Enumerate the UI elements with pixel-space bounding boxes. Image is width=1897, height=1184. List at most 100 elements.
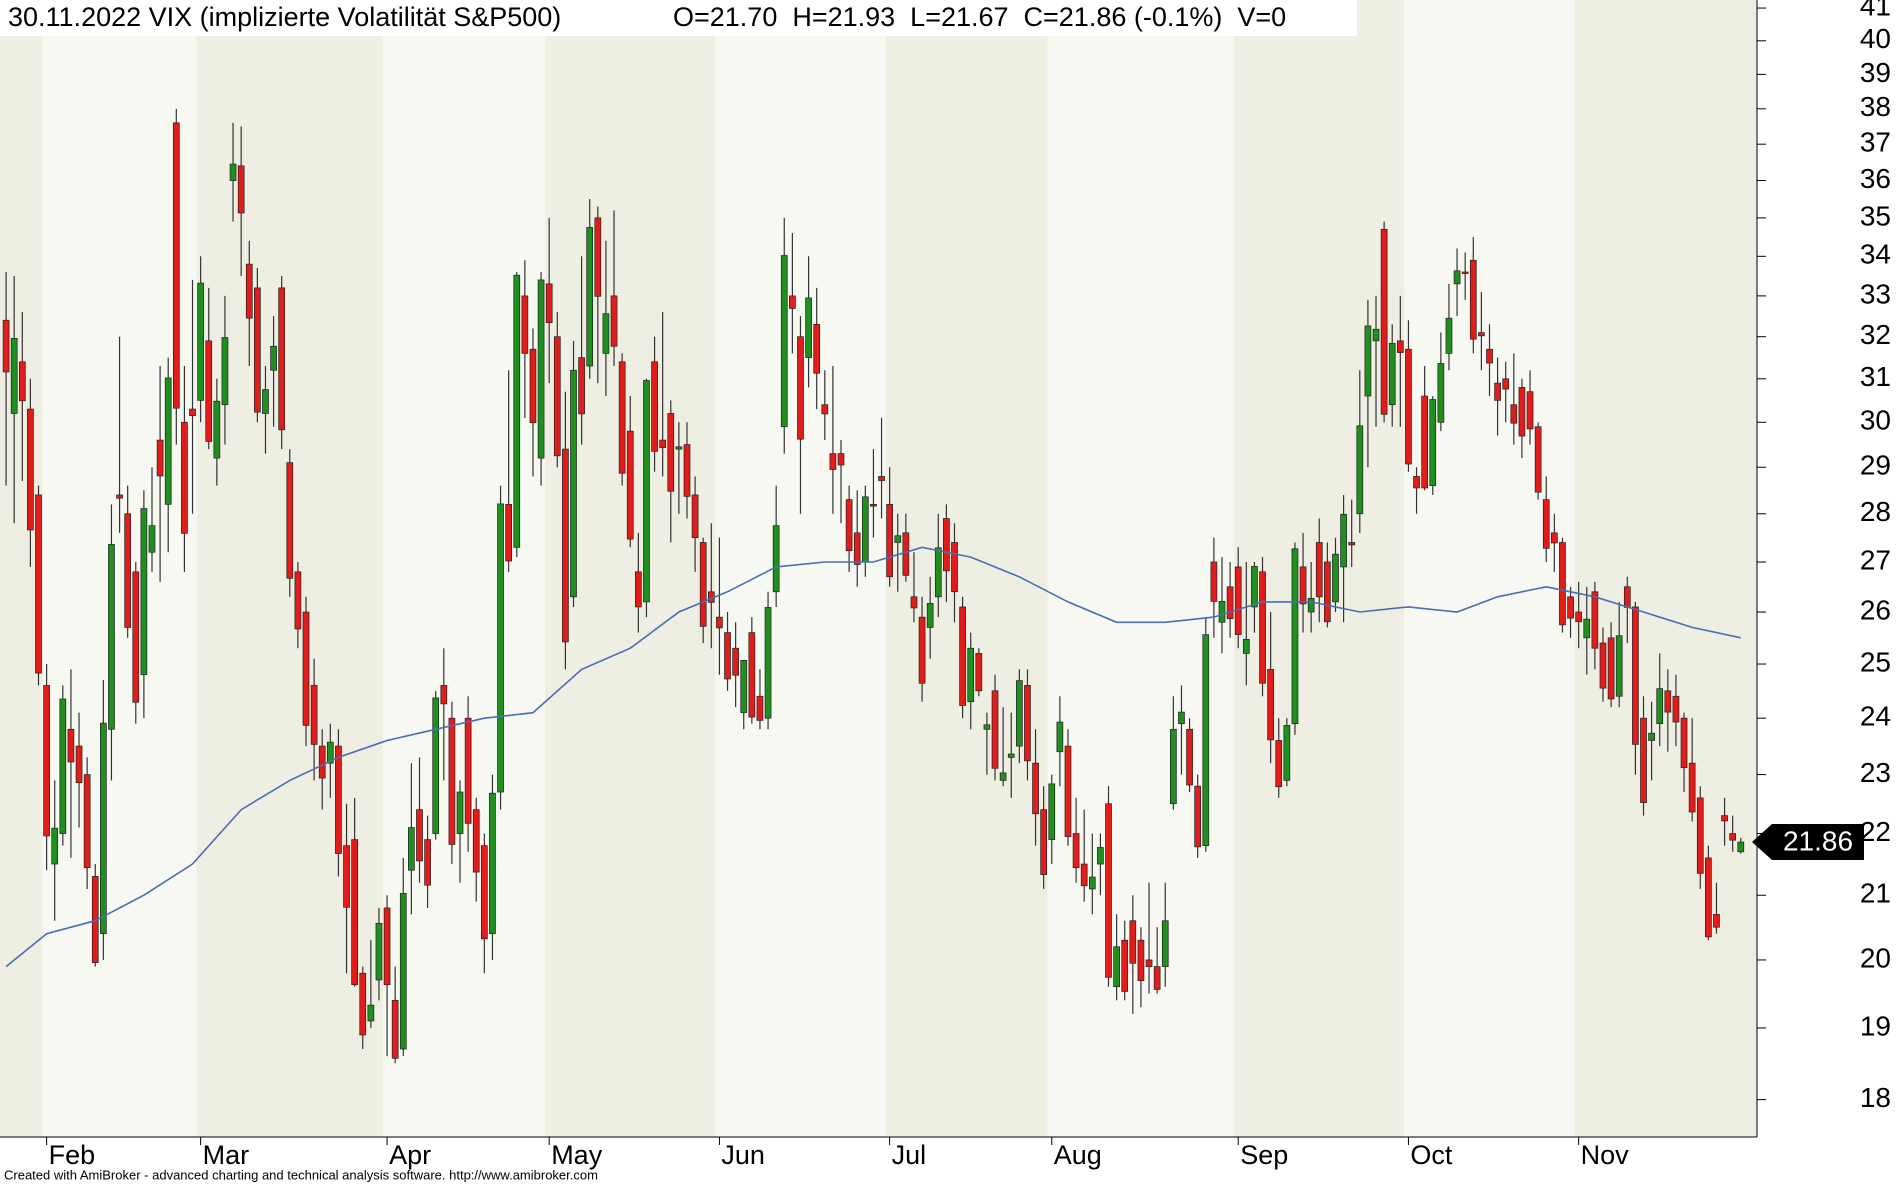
candle-body	[659, 439, 667, 449]
candle-body	[35, 494, 42, 674]
candle-body	[116, 494, 123, 499]
candle-body	[83, 774, 91, 869]
candle-body	[732, 647, 739, 676]
candle-body	[480, 845, 488, 940]
candle-body	[1007, 753, 1015, 758]
candle-body	[651, 361, 658, 452]
candle-body	[351, 839, 358, 986]
candle-body	[1518, 387, 1526, 437]
candle-body	[529, 348, 537, 424]
candle-body	[497, 503, 504, 793]
candle-body	[1251, 566, 1258, 608]
candle-body	[845, 499, 853, 552]
candle-body	[1137, 939, 1145, 981]
candle-body	[943, 518, 950, 572]
y-tick-label: 19	[1860, 1010, 1891, 1041]
candle-body	[1656, 688, 1664, 725]
y-tick-label: 40	[1860, 23, 1891, 54]
candle-body	[270, 345, 277, 371]
candle-body	[1405, 348, 1412, 465]
candle-body	[1502, 378, 1510, 390]
candle-body	[2, 319, 10, 373]
candle-body	[456, 791, 464, 834]
candle-body	[829, 453, 837, 470]
candle-body	[699, 542, 707, 627]
candle-body	[43, 685, 50, 837]
candle-body	[51, 827, 59, 865]
candle-body	[594, 217, 602, 297]
candle-body	[1170, 728, 1177, 805]
candle-body	[1072, 833, 1080, 869]
candle-body	[789, 295, 796, 309]
candle-body	[1129, 920, 1137, 964]
ohlc-info: O=21.70 H=21.93 L=21.67 C=21.86 (-0.1%) …	[673, 2, 1286, 32]
candle-body	[716, 616, 723, 629]
y-tick-label: 31	[1860, 361, 1891, 392]
candle-body	[1121, 939, 1129, 992]
candle-body	[1194, 785, 1202, 848]
candle-body	[286, 462, 294, 579]
candle-body	[1056, 721, 1064, 753]
candle-body	[553, 336, 561, 457]
candle-body	[683, 444, 691, 497]
candle-body	[367, 1004, 375, 1022]
candle-body	[1429, 399, 1437, 486]
candle-body	[108, 544, 115, 730]
x-tick-label: Nov	[1581, 1140, 1630, 1170]
candle-body	[1088, 876, 1096, 890]
y-tick-label: 39	[1860, 57, 1891, 88]
y-tick-label: 18	[1860, 1082, 1891, 1113]
candle-body	[326, 741, 334, 764]
last-price-tag	[1752, 824, 1864, 861]
candle-body	[189, 408, 196, 417]
candle-body	[1242, 638, 1250, 654]
candle-body	[1421, 395, 1428, 489]
candle-body	[18, 361, 26, 402]
candle-body	[513, 274, 521, 548]
candle-body	[1688, 762, 1696, 813]
candle-body	[1064, 745, 1072, 837]
candle-body	[1202, 634, 1210, 847]
candle-body	[1040, 809, 1048, 875]
candle-body	[1032, 762, 1039, 815]
candle-body	[1113, 946, 1120, 988]
candle-body	[1486, 348, 1493, 364]
candle-body	[302, 611, 310, 726]
candle-body	[1186, 728, 1193, 786]
candle-body	[1234, 566, 1242, 636]
candle-body	[148, 525, 156, 553]
candle-body	[1307, 597, 1315, 613]
y-tick-label: 27	[1860, 544, 1891, 575]
candle-body	[886, 503, 893, 578]
candle-body	[416, 809, 423, 862]
month-band	[1404, 0, 1575, 1137]
y-tick-label: 22	[1860, 816, 1891, 847]
candle-body	[975, 653, 983, 692]
candle-body	[1575, 611, 1583, 623]
x-tick-label: Jul	[892, 1140, 927, 1170]
candle-body	[1105, 803, 1112, 978]
candle-body	[1672, 695, 1680, 723]
candle-body	[1259, 571, 1266, 684]
candle-body	[870, 503, 877, 507]
candle-body	[740, 659, 748, 714]
candle-body	[294, 571, 302, 630]
candle-body	[1437, 363, 1445, 423]
candle-body	[918, 616, 926, 684]
x-tick-label: Sep	[1240, 1140, 1288, 1170]
candle-body	[1623, 586, 1631, 608]
candle-body	[626, 430, 634, 540]
candle-body	[245, 263, 253, 319]
y-tick-label: 34	[1860, 239, 1891, 270]
candle-body	[934, 547, 942, 598]
last-price-label: 21.86	[1783, 825, 1853, 856]
candle-body	[464, 717, 472, 824]
y-tick-label: 26	[1860, 594, 1891, 625]
candle-body	[926, 603, 934, 628]
candle-body	[991, 690, 999, 769]
y-tick-label: 37	[1860, 127, 1891, 158]
candle-body	[861, 496, 869, 563]
candle-body	[1291, 548, 1299, 725]
